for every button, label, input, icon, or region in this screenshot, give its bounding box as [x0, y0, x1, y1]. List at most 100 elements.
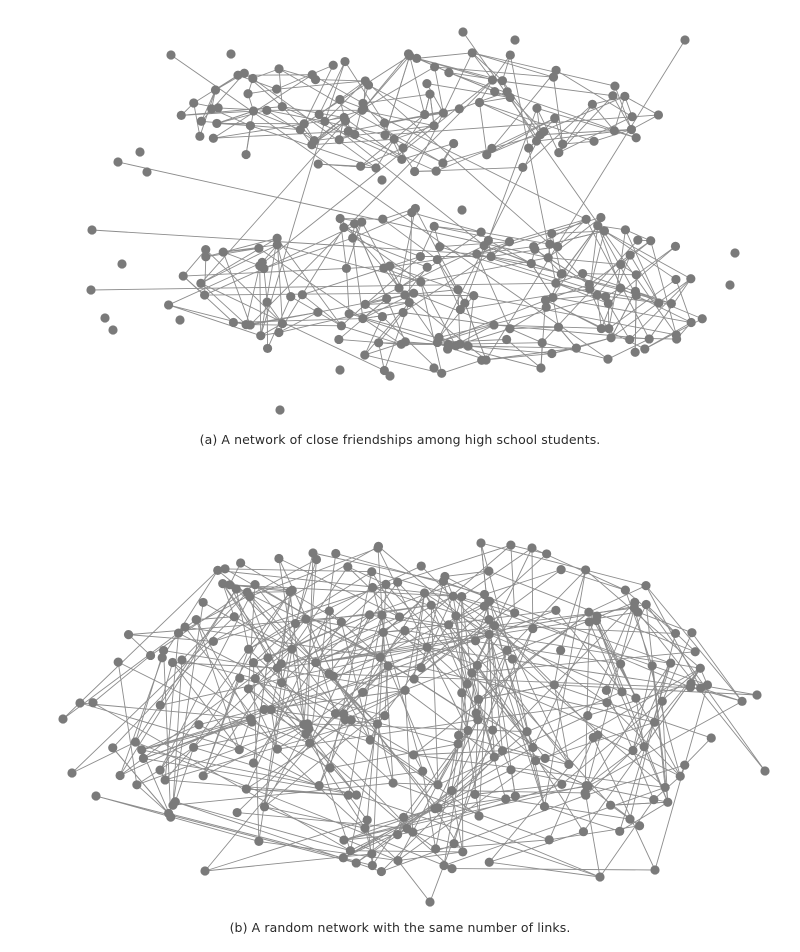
- node: [393, 577, 403, 587]
- node: [324, 669, 334, 679]
- edge: [608, 264, 622, 329]
- edge: [476, 217, 602, 255]
- edge: [276, 238, 283, 324]
- node: [115, 770, 125, 781]
- node: [266, 705, 276, 715]
- node: [349, 219, 360, 229]
- edge: [245, 610, 330, 790]
- edge: [607, 338, 650, 360]
- node: [67, 768, 77, 778]
- edge: [436, 259, 466, 304]
- edge: [277, 748, 399, 861]
- edge: [488, 737, 594, 863]
- edge: [387, 665, 439, 785]
- node: [462, 679, 472, 689]
- node: [476, 538, 486, 548]
- node: [320, 116, 330, 126]
- node: [470, 789, 480, 799]
- edge: [340, 621, 371, 741]
- edge: [168, 261, 263, 306]
- node: [438, 158, 448, 168]
- node: [550, 113, 560, 123]
- edge: [476, 253, 590, 290]
- edge: [245, 125, 251, 155]
- node: [367, 860, 377, 871]
- node: [256, 331, 266, 341]
- node: [616, 259, 626, 270]
- edge: [476, 253, 511, 329]
- node: [472, 660, 482, 670]
- edge: [259, 79, 493, 267]
- node: [690, 647, 700, 657]
- edge: [448, 72, 637, 139]
- node: [434, 332, 444, 343]
- node: [263, 653, 273, 663]
- node: [548, 292, 558, 303]
- node: [646, 236, 656, 246]
- edge: [281, 106, 315, 141]
- edge: [375, 139, 395, 169]
- node: [91, 791, 101, 801]
- node: [212, 118, 222, 129]
- node: [385, 371, 395, 381]
- node: [484, 566, 494, 576]
- edge: [514, 612, 691, 688]
- node: [254, 243, 264, 253]
- edge: [620, 229, 626, 265]
- edge: [393, 782, 439, 786]
- node: [581, 780, 591, 791]
- edge: [381, 614, 563, 785]
- edge: [610, 291, 636, 339]
- edge: [509, 218, 587, 243]
- edge: [90, 282, 556, 291]
- edge: [248, 688, 311, 744]
- edge: [554, 684, 712, 739]
- node: [447, 863, 457, 874]
- edge: [634, 295, 637, 353]
- edge: [558, 116, 633, 154]
- edge: [409, 55, 426, 115]
- node: [382, 294, 392, 304]
- node: [649, 717, 660, 727]
- edge: [328, 673, 439, 809]
- edge: [378, 342, 385, 371]
- node: [274, 553, 284, 564]
- node: [380, 711, 390, 721]
- edge: [484, 245, 562, 275]
- edge: [554, 684, 758, 696]
- node: [163, 300, 174, 310]
- node: [628, 745, 638, 756]
- edge: [393, 139, 416, 172]
- edge: [491, 70, 557, 149]
- node: [88, 698, 98, 708]
- node: [155, 765, 165, 775]
- node: [631, 270, 641, 280]
- edge: [397, 760, 536, 861]
- node: [343, 126, 353, 136]
- node: [343, 790, 354, 800]
- node: [388, 778, 398, 788]
- panel-b-random-network: (b) A random network with the same numbe…: [0, 470, 800, 952]
- edge: [631, 114, 659, 130]
- edge: [174, 747, 195, 802]
- edge: [200, 282, 385, 371]
- edge: [276, 244, 292, 297]
- node: [641, 599, 651, 610]
- node: [429, 363, 439, 373]
- node: [250, 673, 260, 684]
- edge: [489, 861, 601, 878]
- edge: [552, 297, 692, 323]
- node: [660, 782, 670, 793]
- edge: [420, 596, 454, 668]
- node: [504, 237, 515, 247]
- edge: [343, 798, 506, 841]
- node: [502, 334, 512, 345]
- edge: [277, 244, 421, 283]
- edge: [303, 65, 334, 124]
- node: [629, 603, 639, 613]
- node: [457, 591, 467, 602]
- edge: [548, 257, 621, 265]
- edge: [264, 649, 293, 807]
- edge: [213, 130, 349, 139]
- edge: [544, 806, 620, 832]
